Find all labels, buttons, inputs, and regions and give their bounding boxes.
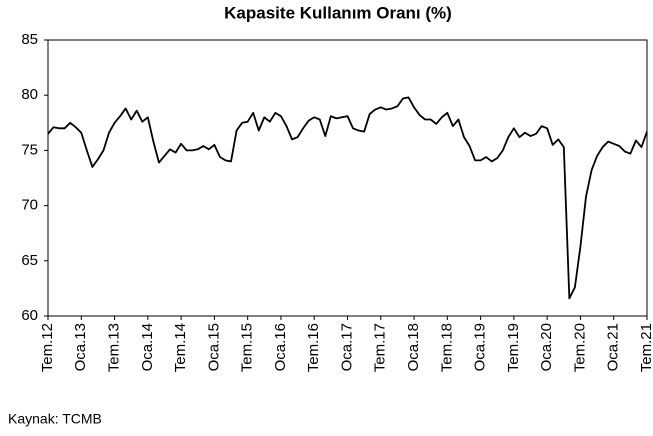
x-tick-label: Tem.19 [505,323,522,372]
x-tick-label: Tem.15 [239,323,256,372]
data-line [47,96,648,300]
plot-frame [47,39,648,317]
x-tick-label: Oca.20 [538,323,555,371]
x-tick-label: Tem.17 [372,323,389,372]
x-tick-label: Tem.12 [39,323,56,372]
x-tick-label: Oca.15 [205,323,222,371]
chart-title: Kapasite Kullanım Oranı (%) [224,3,452,22]
x-tick-label: Tem.16 [305,323,322,372]
x-tick-label: Oca.13 [72,323,89,371]
x-tick-label: Oca.16 [272,323,289,371]
x-tick-label: Tem.20 [571,323,588,372]
y-tick-label: 85 [21,31,38,48]
x-tick-label: Tem.18 [438,323,455,372]
x-tick-label: Tem.14 [172,323,189,372]
y-tick-label: 75 [21,141,38,158]
x-tick-label: Oca.19 [472,323,489,371]
x-tick-label: Tem.13 [106,323,123,372]
x-tick-label: Oca.21 [605,323,622,371]
y-tick-label: 70 [21,197,38,214]
x-tick-label: Tem.21 [638,323,653,372]
x-tick-label: Oca.14 [139,323,156,371]
y-tick-label: 80 [21,86,38,103]
y-tick-label: 65 [21,252,38,269]
x-tick-label: Oca.17 [338,323,355,371]
source-note: Kaynak: TCMB [8,411,102,427]
y-tick-label: 60 [21,307,38,324]
x-tick-label: Oca.18 [405,323,422,371]
